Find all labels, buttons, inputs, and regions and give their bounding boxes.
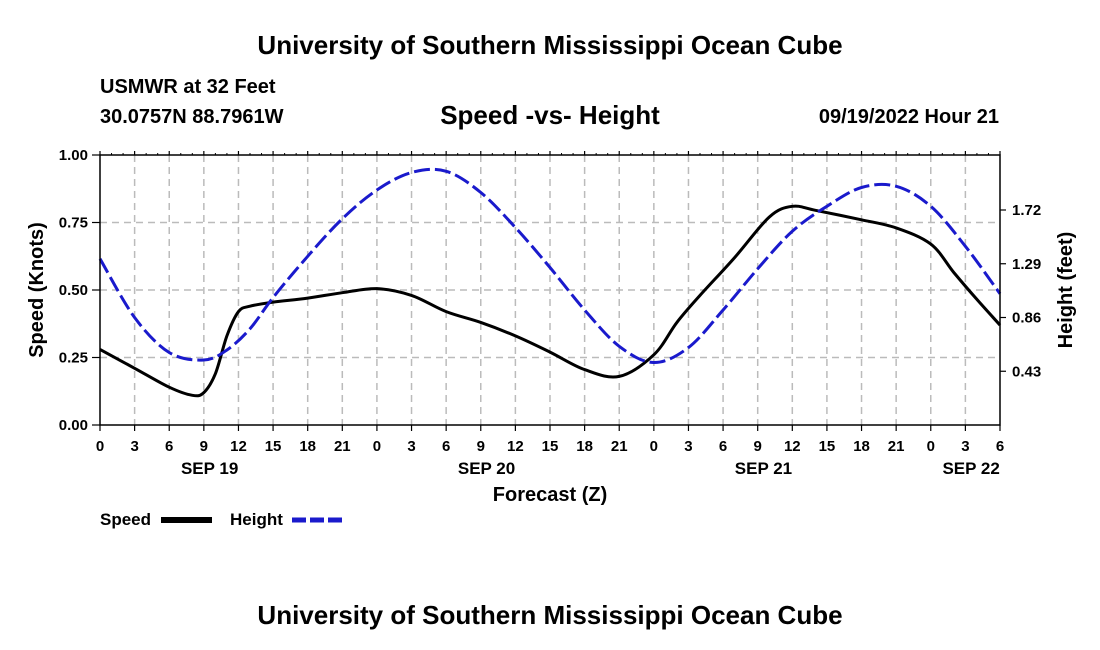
legend-label-height: Height xyxy=(230,510,283,529)
y-tick-label: 0.50 xyxy=(59,282,88,299)
date-label: SEP 21 xyxy=(735,459,792,478)
y2-tick-label: 1.72 xyxy=(1012,202,1041,219)
x-tick-label: 6 xyxy=(442,438,450,455)
y2-tick-label: 1.29 xyxy=(1012,256,1041,273)
legend: Speed Height xyxy=(100,510,342,529)
coordinates-label: 30.0757N 88.7961W xyxy=(100,106,284,128)
chart-subtitle: Speed -vs- Height xyxy=(440,100,660,130)
y-tick-label: 0.25 xyxy=(59,350,88,367)
chart-title: University of Southern Mississippi Ocean… xyxy=(257,30,843,60)
x-tick-label: 3 xyxy=(407,438,415,455)
legend-label-speed: Speed xyxy=(100,510,151,529)
y2-tick-label: 0.86 xyxy=(1012,310,1041,327)
x-tick-label: 12 xyxy=(507,438,524,455)
x-tick-label: 9 xyxy=(754,438,762,455)
x-tick-label: 21 xyxy=(888,438,905,455)
y-tick-label: 1.00 xyxy=(59,147,88,164)
x-tick-label: 6 xyxy=(996,438,1004,455)
x-tick-label: 9 xyxy=(477,438,485,455)
y-axis-label: Speed (Knots) xyxy=(26,222,48,358)
forecast-datetime: 09/19/2022 Hour 21 xyxy=(818,106,999,128)
footer-title: University of Southern Mississippi Ocean… xyxy=(257,600,843,630)
x-tick-label: 18 xyxy=(576,438,593,455)
x-tick-label: 15 xyxy=(542,438,559,455)
y2-tick-label: 0.43 xyxy=(1012,363,1041,380)
x-tick-label: 6 xyxy=(165,438,173,455)
x-tick-label: 18 xyxy=(299,438,316,455)
x-tick-label: 12 xyxy=(784,438,801,455)
x-tick-label: 3 xyxy=(130,438,138,455)
date-label: SEP 19 xyxy=(181,459,238,478)
station-label: USMWR at 32 Feet xyxy=(100,76,276,98)
x-tick-label: 15 xyxy=(265,438,282,455)
x-tick-label: 3 xyxy=(961,438,969,455)
y2-axis-label: Height (feet) xyxy=(1055,232,1077,349)
x-tick-label: 0 xyxy=(650,438,658,455)
x-tick-label: 0 xyxy=(927,438,935,455)
y-tick-label: 0.00 xyxy=(59,417,88,434)
series-layer xyxy=(98,167,1002,398)
ticks-layer: 0 3 6 9 12 15 18 21 0 3 6 9 12 15 18 21 0 3 6 9 12 15 18 21 0 3 6S… xyxy=(59,147,1041,478)
date-label: SEP 22 xyxy=(942,459,999,478)
x-tick-label: 9 xyxy=(200,438,208,455)
date-label: SEP 20 xyxy=(458,459,515,478)
x-axis-label: Forecast (Z) xyxy=(493,484,607,506)
x-tick-label: 15 xyxy=(819,438,836,455)
x-tick-label: 12 xyxy=(230,438,247,455)
x-tick-label: 6 xyxy=(719,438,727,455)
x-tick-label: 0 xyxy=(373,438,381,455)
series-line-height xyxy=(98,167,1002,365)
x-tick-label: 21 xyxy=(611,438,628,455)
series-line-speed xyxy=(99,204,1002,398)
x-tick-label: 0 xyxy=(96,438,104,455)
x-tick-label: 3 xyxy=(684,438,692,455)
x-tick-label: 21 xyxy=(334,438,351,455)
y-tick-label: 0.75 xyxy=(59,215,88,232)
x-tick-label: 18 xyxy=(853,438,870,455)
grid-layer xyxy=(100,155,1000,425)
